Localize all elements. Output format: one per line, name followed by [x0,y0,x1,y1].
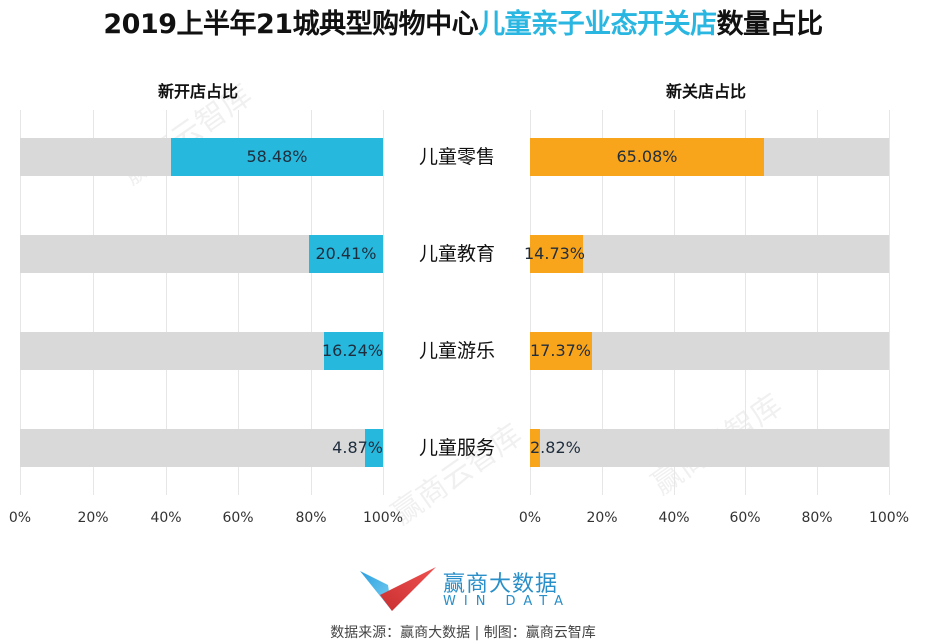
gridline [889,110,890,495]
gridline [20,110,21,495]
gridline [745,110,746,495]
logo-text-en: WIN DATA [443,594,572,609]
right-chart-subtitle: 新关店占比 [666,82,747,101]
x-tick: 80% [801,510,833,526]
left-chart-subtitle: 新开店占比 [158,82,239,101]
x-tick: 80% [295,510,327,526]
gridline [530,110,531,495]
bar-label: 17.37% [530,341,592,360]
windata-logo-icon [360,567,436,611]
x-tick: 60% [729,510,761,526]
x-tick: 40% [150,510,182,526]
x-tick: 40% [658,510,690,526]
bar-track [530,235,889,273]
gridline [602,110,603,495]
bar-label: 16.24% [321,341,383,360]
bar-label: 20.41% [315,244,377,263]
x-tick: 0% [518,510,542,526]
bar-track [20,429,383,467]
x-tick: 100% [362,510,404,526]
category-label: 儿童服务 [418,437,495,459]
bar-new-amusement [324,332,383,370]
x-tick: 0% [8,510,32,526]
bar-closed-retail [530,138,764,176]
bar-closed-amusement [530,332,592,370]
x-tick: 60% [222,510,254,526]
gridline [166,110,167,495]
bar-label: 14.73% [524,244,586,263]
bar-new-service [365,429,383,467]
data-source: 数据来源：赢商大数据 | 制图：赢商云智库 [330,625,596,641]
bar-track [530,429,889,467]
x-tick: 20% [586,510,618,526]
gridline [674,110,675,495]
category-label: 儿童游乐 [418,340,495,362]
title-prefix: 2019上半年21城典型购物中心 [103,9,479,40]
title-highlight: 儿童亲子业态开关店 [478,9,717,40]
gridline [817,110,818,495]
gridline [93,110,94,495]
bar-label: 65.08% [616,147,678,166]
gridline [383,110,384,495]
bar-label: 58.48% [246,147,308,166]
bar-new-retail [171,138,383,176]
x-tick: 100% [868,510,910,526]
logo-text-cn: 赢商大数据 [443,572,559,597]
gridline [238,110,239,495]
bar-new-education [309,235,383,273]
x-tick: 20% [77,510,109,526]
category-label: 儿童零售 [418,146,495,168]
bar-closed-service [530,429,540,467]
bar-label: 4.87% [332,438,383,457]
title-suffix: 数量占比 [716,9,824,40]
bar-label: 2.82% [530,438,581,457]
category-label: 儿童教育 [418,243,495,265]
bar-closed-education [530,235,583,273]
gridline [311,110,312,495]
bar-track [20,332,383,370]
chart-title: 2019上半年21城典型购物中心儿童亲子业态开关店数量占比 [0,2,926,41]
